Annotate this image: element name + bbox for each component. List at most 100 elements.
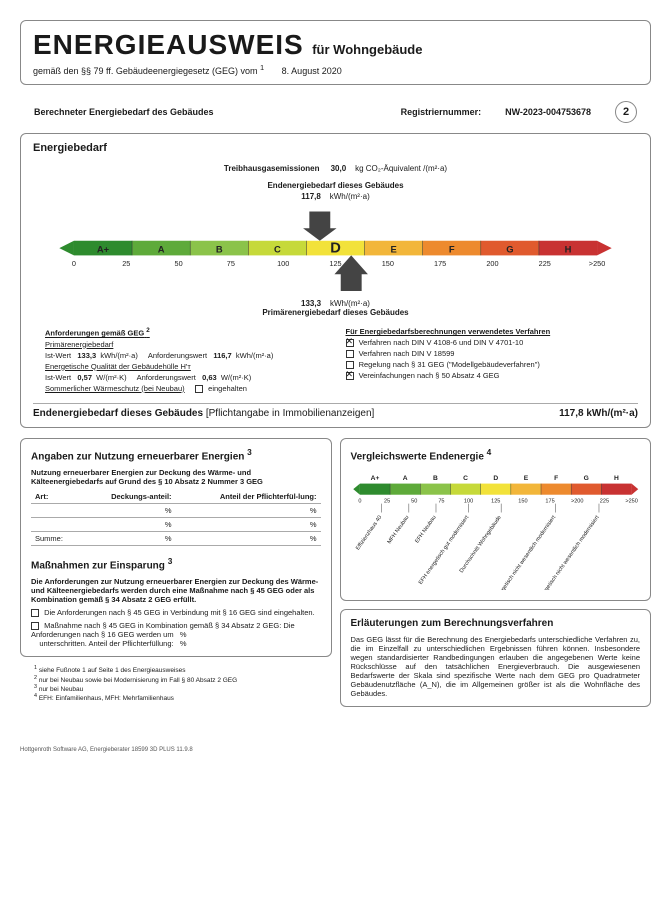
erneuerbar-intro: Nutzung erneuerbarer Energien zur Deckun… [31, 468, 321, 486]
svg-text:150: 150 [382, 259, 394, 268]
primaer-label: Primärenergiebedarf dieses Gebäudes [53, 308, 618, 317]
svg-text:EFH energetisch nicht wesentli: EFH energetisch nicht wesentlich moderni… [530, 514, 601, 590]
row-summe: Summe: [31, 532, 81, 546]
footnotes: 1 siehe Fußnote 1 auf Seite 1 des Energi… [20, 665, 332, 702]
svg-text:225: 225 [539, 259, 551, 268]
energy-scale: A+ABCDEFGH0255075100125150175200225>250 [53, 201, 618, 295]
vergleich-title: Vergleichswerte Endenergie 4 [351, 447, 641, 462]
erneuerbar-box: Angaben zur Nutzung erneuerbarer Energie… [20, 438, 332, 658]
ghg-unit: kg CO₂-Äquivalent /(m²·a) [355, 164, 447, 173]
endenergie-unit: kWh/(m²·a) [330, 192, 370, 201]
svg-text:175: 175 [545, 499, 554, 505]
checkbox-sommer [195, 385, 203, 393]
comparison-scale: A+ABCDEFGH0255075100125150175>200225>250… [351, 468, 641, 590]
doc-subtitle: für Wohngebäude [312, 42, 422, 57]
svg-text:E: E [523, 475, 528, 482]
footer-line: Hottgenroth Software AG, Energieberater … [20, 747, 651, 753]
svg-text:0: 0 [72, 259, 76, 268]
svg-text:75: 75 [438, 499, 444, 505]
svg-text:150: 150 [518, 499, 527, 505]
verfahren-title: Für Energiebedarfsberechnungen verwendet… [346, 327, 627, 336]
erneuerbar-title: Angaben zur Nutzung erneuerbarer Energie… [31, 447, 321, 462]
checkbox-verfahren [346, 361, 354, 369]
svg-text:200: 200 [486, 259, 498, 268]
doc-title: ENERGIEAUSWEIS [33, 29, 304, 61]
svg-text:100: 100 [463, 499, 472, 505]
verfahren-item: Vereinfachungen nach § 50 Absatz 4 GEG [346, 371, 627, 380]
svg-text:50: 50 [175, 259, 183, 268]
huelle-label: Energetische Qualität der Gebäudehülle H… [45, 362, 326, 371]
requirements-left: Anforderungen gemäß GEG 2 Primärenergieb… [45, 327, 326, 393]
primaer-unit: kWh/(m²·a) [330, 299, 370, 308]
svg-text:>250: >250 [589, 259, 605, 268]
page-number-badge: 2 [615, 101, 637, 123]
svg-text:125: 125 [491, 499, 500, 505]
col-deckung: Deckungs-anteil: [81, 490, 176, 504]
erlaeuterung-text: Das GEG lässt für die Berechnung des Ene… [351, 635, 641, 698]
massnahmen-opt1: Die Anforderungen nach § 45 GEG in Verbi… [31, 608, 321, 617]
massnahmen-intro: Die Anforderungen zur Nutzung erneuerbar… [31, 577, 321, 604]
svg-text:Effizienzhaus 40: Effizienzhaus 40 [355, 515, 383, 552]
checkbox-opt2 [31, 622, 39, 630]
checkbox-verfahren [346, 372, 354, 380]
svg-text:25: 25 [384, 499, 390, 505]
checkbox-opt1 [31, 609, 39, 617]
svg-text:D: D [493, 475, 498, 482]
sommer-row: Sommerlicher Wärmeschutz (bei Neubau) ei… [45, 384, 326, 393]
svg-text:EFH Neubau: EFH Neubau [414, 515, 437, 545]
svg-text:75: 75 [227, 259, 235, 268]
svg-text:C: C [463, 475, 468, 482]
svg-text:A: A [158, 243, 165, 254]
requirements-row: Anforderungen gemäß GEG 2 Primärenergieb… [33, 323, 638, 397]
svg-text:50: 50 [411, 499, 417, 505]
vergleich-box: Vergleichswerte Endenergie 4 A+ABCDEFGH0… [340, 438, 652, 602]
lower-grid: Angaben zur Nutzung erneuerbarer Energie… [20, 438, 651, 708]
requirements-right: Für Energiebedarfsberechnungen verwendet… [346, 327, 627, 393]
svg-text:E: E [390, 243, 396, 254]
col-art: Art: [31, 490, 81, 504]
verfahren-item: Verfahren nach DIN V 4108-6 und DIN V 47… [346, 338, 627, 347]
ghg-label: Treibhausgasemissionen [224, 164, 320, 173]
endenergie-value: 117,8 [301, 192, 321, 201]
checkbox-verfahren [346, 339, 354, 347]
scale-area: Treibhausgasemissionen 30,0 kg CO₂-Äquiv… [33, 160, 638, 323]
prim-row: Ist-Wert 133,3 kWh/(m²·a) Anforderungswe… [45, 351, 326, 360]
svg-text:>200: >200 [570, 499, 583, 505]
svg-text:F: F [449, 243, 455, 254]
doc-header-line2: gemäß den §§ 79 ff. Gebäudeenergiegesetz… [33, 63, 638, 76]
energiebedarf-box: Energiebedarf Treibhausgasemissionen 30,… [20, 133, 651, 428]
svg-text:125: 125 [329, 259, 341, 268]
erneuerbar-table: Art: Deckungs-anteil: Anteil der Pflicht… [31, 490, 321, 546]
massnahmen-title: Maßnahmen zur Einsparung 3 [31, 556, 321, 571]
reg-label: Registriernummer: [401, 107, 482, 117]
svg-text:A+: A+ [370, 475, 379, 482]
col-pflicht: Anteil der Pflichterfül-lung: [176, 490, 321, 504]
energiebedarf-title: Energiebedarf [33, 142, 638, 154]
svg-text:D: D [330, 240, 341, 256]
svg-text:B: B [432, 475, 437, 482]
huelle-row: Ist-Wert 0,57 W/(m²·K) Anforderungswert … [45, 373, 326, 382]
svg-text:0: 0 [358, 499, 361, 505]
svg-text:225: 225 [599, 499, 608, 505]
calc-label: Berechneter Energiebedarf des Gebäudes [34, 107, 214, 117]
mandatory-value: 117,8 kWh/(m²·a) [559, 408, 638, 419]
svg-text:F: F [554, 475, 558, 482]
svg-text:G: G [506, 243, 513, 254]
svg-text:G: G [583, 475, 588, 482]
massnahmen-opt2: Maßnahme nach § 45 GEG in Kombination ge… [31, 621, 321, 648]
erlaeuterung-title: Erläuterungen zum Berechnungsverfahren [351, 618, 641, 629]
svg-text:A: A [402, 475, 407, 482]
ghg-value: 30,0 [331, 164, 347, 173]
reg-value: NW-2023-004753678 [505, 107, 591, 117]
erlaeuterung-box: Erläuterungen zum Berechnungsverfahren D… [340, 609, 652, 707]
svg-text:100: 100 [277, 259, 289, 268]
svg-text:175: 175 [434, 259, 446, 268]
verfahren-item: Verfahren nach DIN V 18599 [346, 349, 627, 358]
checkbox-verfahren [346, 350, 354, 358]
mandatory-bar: Endenergiebedarf dieses Gebäudes [Pflich… [33, 403, 638, 419]
svg-text:C: C [274, 243, 281, 254]
endenergie-label: Endenergiebedarf dieses Gebäudes [53, 181, 618, 190]
svg-text:MFH Neubau: MFH Neubau [386, 515, 410, 545]
primaer-value: 133,3 [301, 299, 321, 308]
header-box: ENERGIEAUSWEIS für Wohngebäude gemäß den… [20, 20, 651, 85]
